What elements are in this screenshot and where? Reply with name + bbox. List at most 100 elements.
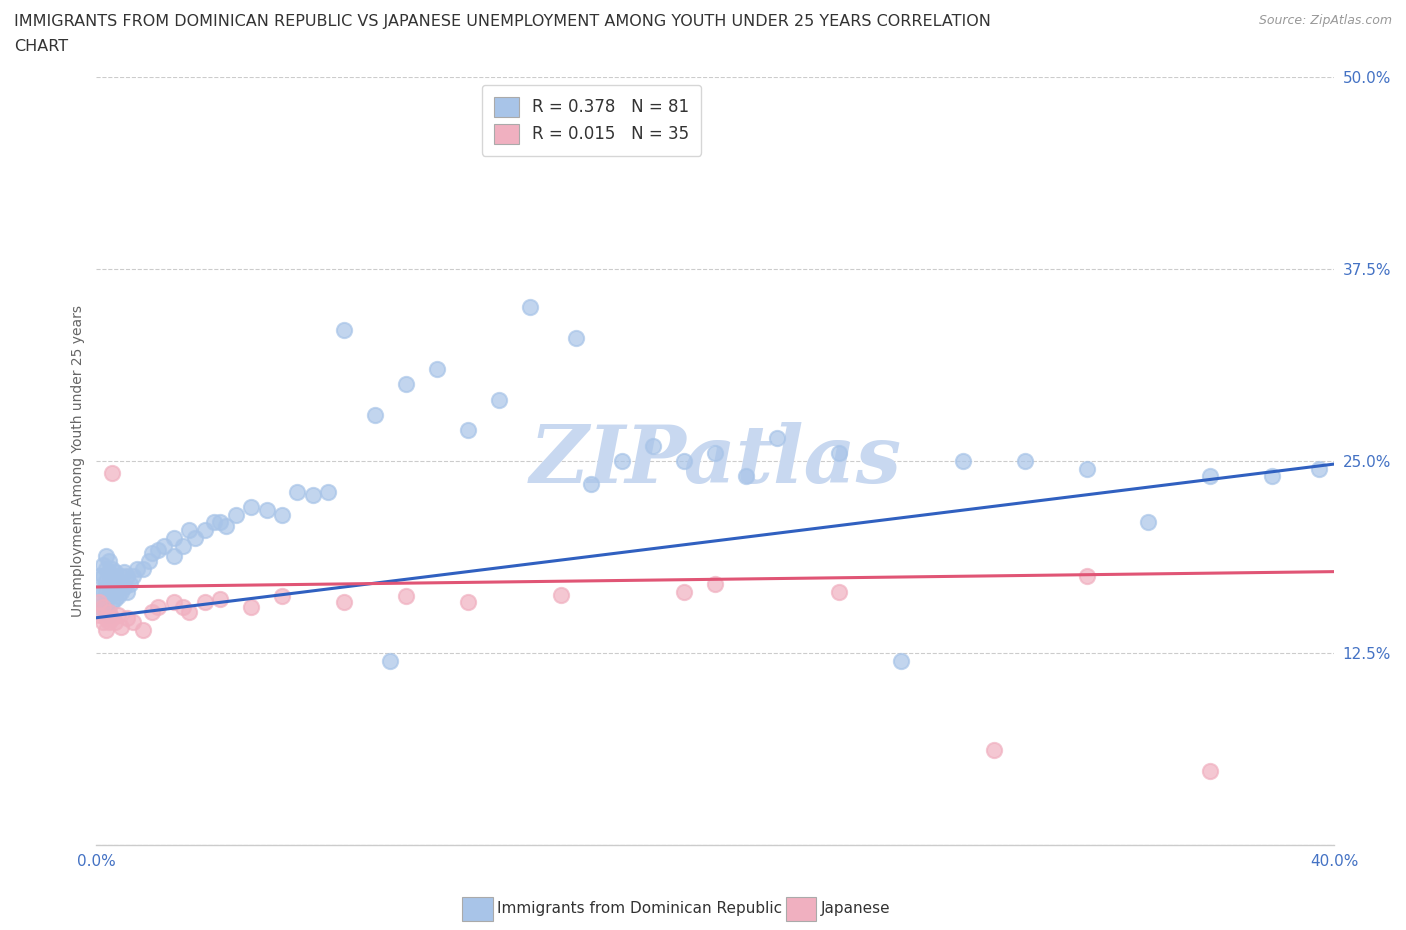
Point (94, 549, 117, 564)
Point (202, 515, 225, 530)
Point (89, 607, 111, 622)
Point (565, 330, 588, 345)
Point (107, 607, 129, 622)
Point (89, 600, 111, 615)
Point (94, 574, 117, 589)
Point (89, 595, 111, 610)
Point (101, 595, 124, 610)
Point (104, 591, 127, 606)
Point (91, 600, 114, 615)
Point (1199, 764, 1222, 778)
Point (91, 600, 114, 615)
Point (117, 610, 139, 625)
Point (94, 561, 117, 576)
Point (704, 577, 727, 591)
Point (488, 392, 510, 407)
Point (952, 454, 974, 469)
Text: Source: ZipAtlas.com: Source: ZipAtlas.com (1258, 14, 1392, 27)
Point (271, 589, 294, 604)
Point (104, 577, 127, 591)
Point (97, 604, 120, 619)
Point (91, 569, 114, 584)
Point (101, 584, 124, 599)
Point (194, 523, 217, 538)
Point (426, 362, 449, 377)
Point (519, 299, 541, 314)
Point (215, 518, 238, 533)
Point (94, 622, 117, 637)
Point (550, 587, 572, 602)
Point (643, 438, 665, 453)
Point (89, 569, 111, 584)
Point (101, 561, 124, 576)
Point (395, 589, 418, 604)
Point (97, 589, 120, 604)
Point (94, 610, 117, 625)
Point (110, 569, 132, 584)
Point (110, 619, 132, 634)
Point (107, 574, 129, 589)
Point (1076, 461, 1098, 476)
Point (256, 503, 278, 518)
Point (101, 466, 124, 481)
Point (97, 607, 120, 622)
Point (318, 485, 340, 499)
Point (101, 610, 124, 625)
Point (240, 600, 263, 615)
Point (141, 546, 163, 561)
Point (97, 565, 120, 579)
Point (104, 565, 127, 579)
Point (163, 530, 186, 545)
Point (457, 595, 479, 610)
Text: CHART: CHART (14, 39, 67, 54)
Point (766, 431, 789, 445)
Point (735, 469, 758, 484)
Point (97, 553, 120, 568)
Point (395, 377, 418, 392)
Point (172, 600, 194, 615)
Point (380, 653, 402, 668)
Point (1199, 469, 1222, 484)
Point (1137, 515, 1160, 530)
Point (302, 487, 325, 502)
Point (148, 543, 170, 558)
Point (364, 407, 387, 422)
Point (271, 508, 294, 523)
Point (1308, 461, 1330, 476)
Point (132, 622, 155, 637)
Point (612, 454, 634, 469)
Point (287, 485, 309, 499)
Point (141, 604, 163, 619)
Point (148, 600, 170, 615)
Point (673, 584, 696, 599)
Point (91, 584, 114, 599)
Point (457, 423, 479, 438)
Text: Immigrants from Dominican Republic: Immigrants from Dominican Republic (498, 901, 783, 916)
Point (333, 323, 356, 338)
Point (120, 577, 142, 591)
Point (112, 579, 135, 594)
Y-axis label: Unemployment Among Youth under 25 years: Unemployment Among Youth under 25 years (72, 305, 86, 617)
Point (112, 565, 135, 579)
Legend: R = 0.378   N = 81, R = 0.015   N = 35: R = 0.378 N = 81, R = 0.015 N = 35 (482, 86, 700, 156)
Point (138, 553, 160, 568)
Point (163, 549, 186, 564)
Point (122, 615, 145, 630)
Point (94, 584, 117, 599)
Text: Japanese: Japanese (821, 901, 890, 916)
Point (184, 530, 207, 545)
Point (101, 574, 124, 589)
Point (97, 615, 120, 630)
Point (117, 584, 139, 599)
Point (89, 584, 111, 599)
Point (828, 445, 851, 460)
Point (91, 615, 114, 630)
Point (110, 584, 132, 599)
Point (704, 445, 727, 460)
Text: ZIPatlas: ZIPatlas (529, 422, 901, 499)
Point (209, 591, 232, 606)
Point (983, 742, 1005, 757)
Point (94, 600, 117, 615)
Point (194, 595, 217, 610)
Text: IMMIGRANTS FROM DOMINICAN REPUBLIC VS JAPANESE UNEMPLOYMENT AMONG YOUTH UNDER 25: IMMIGRANTS FROM DOMINICAN REPUBLIC VS JA… (14, 14, 991, 29)
